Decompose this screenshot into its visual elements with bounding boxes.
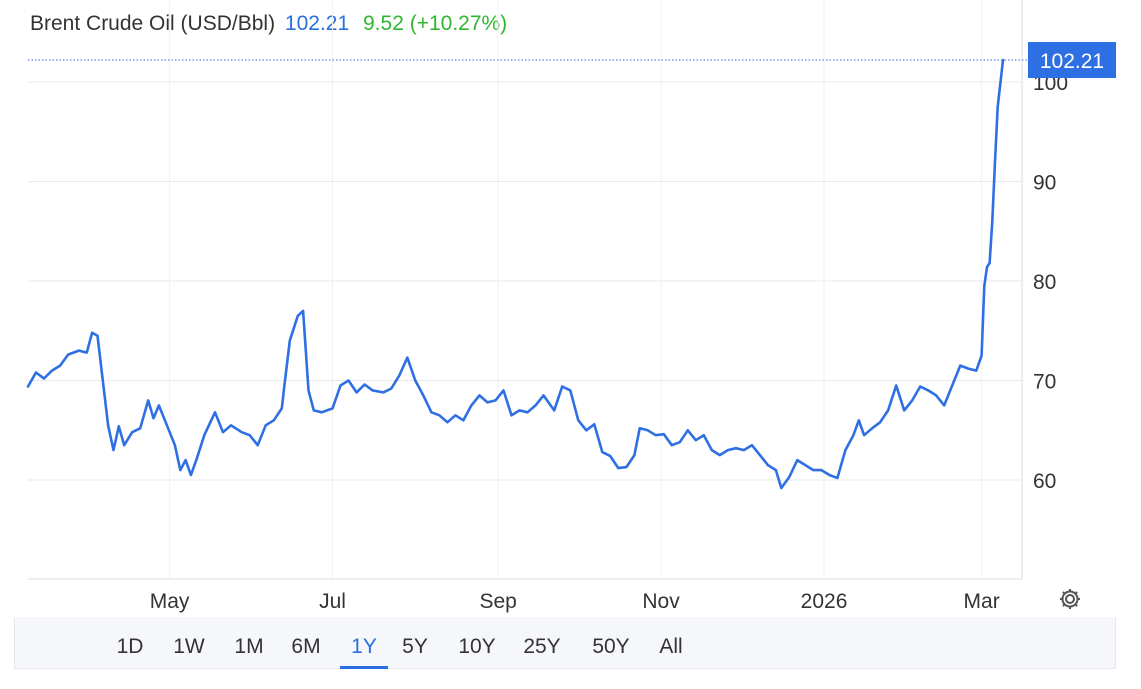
x-tick-label: Mar	[964, 590, 1000, 613]
range-button-5y[interactable]: 5Y	[402, 635, 428, 658]
range-button-1m[interactable]: 1M	[234, 635, 264, 658]
x-tick-label: 2026	[801, 590, 848, 613]
grid-lines	[28, 0, 1022, 579]
price-change: 9.52 (+10.27%)	[363, 12, 508, 35]
gear-icon[interactable]	[1056, 585, 1084, 613]
x-tick-label: Sep	[479, 590, 516, 613]
range-button-6m[interactable]: 6M	[291, 635, 321, 658]
range-button-1y[interactable]: 1Y	[340, 617, 388, 669]
range-button-25y[interactable]: 25Y	[523, 635, 561, 658]
x-tick-label: Nov	[642, 590, 680, 613]
time-range-selector: 1D 1W 1M 6M 1Y 5Y 10Y 25Y 50Y All	[14, 617, 1116, 669]
range-button-1d[interactable]: 1D	[116, 635, 144, 658]
y-tick-label: 80	[1033, 271, 1056, 294]
x-tick-label: Jul	[319, 590, 346, 613]
y-tick-label: 70	[1033, 371, 1056, 394]
instrument-title: Brent Crude Oil (USD/Bbl)	[30, 12, 276, 35]
range-button-all[interactable]: All	[659, 635, 683, 658]
x-tick-label: May	[150, 590, 190, 613]
y-tick-label: 60	[1033, 470, 1056, 493]
last-price-label: 102.21	[1040, 50, 1104, 73]
series-layer	[26, 58, 1028, 490]
range-button-1w[interactable]: 1W	[173, 635, 205, 658]
range-button-10y[interactable]: 10Y	[458, 635, 496, 658]
current-price: 102.21	[284, 12, 350, 35]
price-series-line	[26, 58, 1005, 490]
chart-header: Brent Crude Oil (USD/Bbl) 102.21 9.52 (+…	[30, 12, 507, 36]
y-tick-label: 90	[1033, 172, 1056, 195]
last-price-badge	[1028, 42, 1116, 79]
axes	[28, 0, 1023, 580]
range-button-50y[interactable]: 50Y	[592, 635, 630, 658]
